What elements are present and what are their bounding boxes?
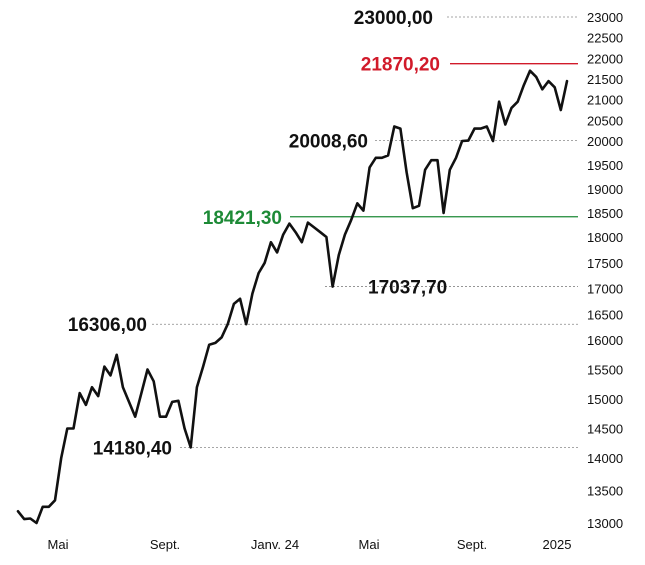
y-tick-label: 19000 — [587, 182, 623, 197]
y-tick-label: 19500 — [587, 158, 623, 173]
y-tick-label: 21500 — [587, 72, 623, 87]
y-tick-label: 16500 — [587, 307, 623, 322]
y-tick-label: 17500 — [587, 256, 623, 271]
reference-lines: 23000,00 21870,20 20008,60 18421,30 17037,70… — [68, 8, 578, 459]
y-tick-label: 21000 — [587, 93, 623, 108]
y-tick-label: 20000 — [587, 134, 623, 149]
y-tick-label: 17000 — [587, 282, 623, 297]
y-tick-label: 14500 — [587, 422, 623, 437]
y-tick-label: 20500 — [587, 113, 623, 128]
y-tick-label: 13000 — [587, 516, 623, 531]
y-tick-label: 22000 — [587, 51, 623, 66]
x-axis-tick-labels: Mai Sept. Janv. 24 Mai Sept. 2025 — [48, 537, 572, 552]
series-layer — [16, 69, 569, 525]
series-line — [16, 69, 569, 525]
x-tick-label: Mai — [359, 537, 380, 552]
x-tick-label: Mai — [48, 537, 69, 552]
y-tick-label: 23000 — [587, 10, 623, 25]
reference-label: 17037,70 — [368, 278, 447, 299]
y-tick-label: 18500 — [587, 206, 623, 221]
x-tick-label: Janv. 24 — [251, 537, 299, 552]
y-tick-label: 15000 — [587, 392, 623, 407]
y-axis-tick-labels: 23000 22500 22000 21500 21000 20500 20000 19500… — [587, 10, 623, 531]
reference-label: 20008,60 — [289, 132, 368, 153]
y-tick-label: 22500 — [587, 31, 623, 46]
y-tick-label: 15500 — [587, 363, 623, 378]
x-tick-label: 2025 — [543, 537, 572, 552]
y-tick-label: 18000 — [587, 230, 623, 245]
reference-label: 21870,20 — [361, 55, 440, 76]
y-tick-label: 13500 — [587, 484, 623, 499]
x-tick-label: Sept. — [457, 537, 487, 552]
y-tick-label: 16000 — [587, 333, 623, 348]
reference-label: 18421,30 — [203, 208, 282, 229]
y-tick-label: 14000 — [587, 451, 623, 466]
reference-label: 16306,00 — [68, 315, 147, 336]
reference-label: 14180,40 — [93, 438, 172, 459]
reference-label: 23000,00 — [354, 8, 433, 29]
x-tick-label: Sept. — [150, 537, 180, 552]
